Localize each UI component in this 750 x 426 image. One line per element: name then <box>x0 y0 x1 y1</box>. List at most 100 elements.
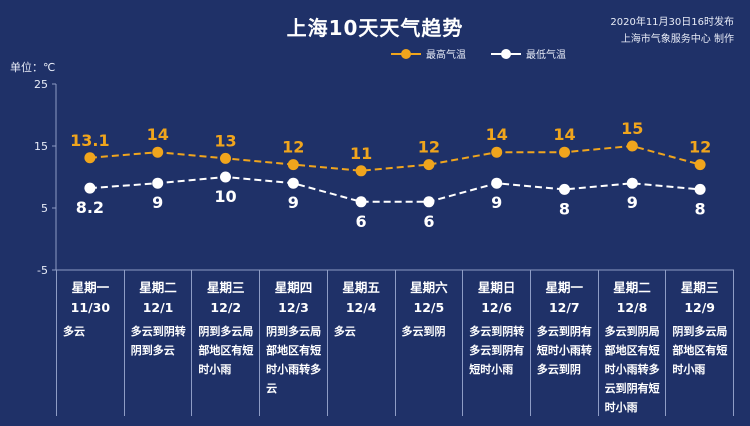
weather-description: 阴到多云局部地区有短时小雨转多云 <box>266 325 322 395</box>
legend-low-label: 最低气温 <box>526 50 566 61</box>
weather-description: 多云到阴局部地区有短时小雨转多云到阴有短时小雨 <box>604 325 660 414</box>
legend-low-marker <box>491 48 521 59</box>
y-tick-label: 15 <box>34 140 48 153</box>
forecast-day-column: 星期四 12/3 阴到多云局部地区有短时小雨转多云 <box>259 270 327 416</box>
high-temp-line <box>89 144 701 172</box>
low-temp-point <box>84 182 96 194</box>
forecast-day-column: 星期五 12/4 多云 <box>326 270 395 416</box>
low-temp-point <box>152 177 164 189</box>
weather-description: 多云到阴转多云到阴有短时小雨 <box>469 325 525 376</box>
date-label: 12/5 <box>413 300 445 315</box>
forecast-day-column: 星期六 12/5 多云到阴 <box>394 270 463 416</box>
high-temp-point <box>355 165 367 177</box>
weekday-label: 星期四 <box>274 280 313 295</box>
high-temp-point <box>559 146 570 158</box>
forecast-day-column: 星期一 11/30 多云 <box>56 270 124 416</box>
weekday-label: 星期五 <box>342 280 380 295</box>
weekday-label: 星期二 <box>139 280 177 295</box>
high-temp-label: 13.1 <box>70 131 109 150</box>
date-label: 12/7 <box>548 300 580 315</box>
forecast-day-column: 星期二 12/8 多云到阴局部地区有短时小雨转多云到阴有短时小雨 <box>597 270 666 416</box>
forecast-day-column: 星期二 12/1 多云到阴转阴到多云 <box>123 270 192 416</box>
low-temp-point <box>694 183 706 195</box>
chart-title: 上海10天天气趋势 <box>286 16 464 40</box>
high-temp-point <box>287 159 299 171</box>
forecast-day-column: 星期一 12/7 多云到阴有短时小雨转多云到阴 <box>529 270 598 416</box>
high-temp-label: 12 <box>418 138 440 157</box>
y-tick-label: 25 <box>34 78 48 91</box>
weekday-label: 星期一 <box>545 280 584 295</box>
y-tick-label: 5 <box>41 202 48 215</box>
publish-info: 2020年11月30日16时发布 上海市气象服务中心 制作 <box>610 14 734 48</box>
unit-label: 单位：℃ <box>10 61 56 74</box>
low-temp-label: 9 <box>152 193 163 212</box>
weekday-label: 星期三 <box>680 280 719 295</box>
forecast-day-column: 星期三 12/9 阴到多云局部地区有短时小雨 <box>665 270 735 416</box>
low-temp-label: 6 <box>423 212 434 231</box>
date-label: 12/1 <box>142 300 174 315</box>
high-temp-label: 14 <box>147 125 169 144</box>
weather-description: 阴到多云局部地区有短时小雨 <box>198 325 254 376</box>
low-temp-label: 10 <box>214 187 236 206</box>
low-temp-point <box>491 177 503 189</box>
date-label: 12/6 <box>481 300 512 315</box>
low-temp-point <box>355 196 367 208</box>
date-label: 12/8 <box>616 300 648 315</box>
high-temp-point <box>491 146 503 158</box>
low-temp-label: 9 <box>288 193 299 212</box>
low-temp-label: 8.2 <box>76 198 104 217</box>
high-temp-label: 11 <box>350 144 372 163</box>
weekday-label: 星期二 <box>613 280 651 295</box>
forecast-day-column: 星期日 12/6 多云到阴转多云到阴有短时小雨 <box>462 270 530 416</box>
weather-description: 多云到阴 <box>401 325 446 338</box>
weather-description: 多云 <box>333 325 356 338</box>
publish-time: 2020年11月30日16时发布 <box>610 17 734 28</box>
date-label: 12/2 <box>210 300 242 315</box>
date-label: 12/4 <box>345 300 377 315</box>
low-temp-point <box>287 177 299 189</box>
legend: 最高气温 最低气温 <box>390 46 582 61</box>
weekday-label: 星期六 <box>410 280 448 295</box>
forecast-columns: 星期一 11/30 多云 星期二 12/1 多云到阴转阴到多云 星期三 12/2 阴到多云局部地… <box>56 270 735 416</box>
weekday-label: 星期一 <box>71 280 110 295</box>
weekday-label: 星期三 <box>207 280 245 295</box>
weather-description: 多云 <box>63 325 85 338</box>
date-label: 12/9 <box>684 300 716 315</box>
low-temp-point <box>423 196 435 208</box>
date-label: 11/30 <box>70 300 111 315</box>
legend-high-marker <box>391 48 421 59</box>
date-label: 12/3 <box>278 300 309 315</box>
high-temp-label: 14 <box>553 125 575 144</box>
high-temp-point <box>626 140 638 152</box>
weekday-label: 星期日 <box>477 280 516 295</box>
low-temp-label: 8 <box>695 199 706 218</box>
legend-high-label: 最高气温 <box>426 50 466 61</box>
high-temp-label: 12 <box>282 138 304 157</box>
high-temp-point <box>694 159 706 171</box>
low-temp-label: 9 <box>491 193 502 212</box>
weather-description: 阴到多云局部地区有短时小雨 <box>672 325 728 376</box>
high-temp-label: 14 <box>486 125 508 144</box>
high-temp-label: 13 <box>214 131 236 150</box>
low-temp-label: 8 <box>559 199 570 218</box>
weather-description: 多云到阴有短时小雨转多云到阴 <box>536 325 592 376</box>
low-temp-line <box>89 175 701 203</box>
low-temp-point <box>559 183 570 195</box>
y-tick-label: -5 <box>37 264 48 277</box>
low-temp-label: 6 <box>356 212 367 231</box>
legend-item-low: 最低气温 <box>490 46 566 61</box>
low-temp-label: 9 <box>627 193 638 212</box>
high-temp-point <box>84 152 96 164</box>
high-temp-label: 12 <box>689 138 711 157</box>
high-temp-point <box>423 159 435 171</box>
high-temp-point <box>220 152 231 164</box>
low-temp-point <box>220 171 231 183</box>
forecast-day-column: 星期三 12/2 阴到多云局部地区有短时小雨 <box>191 270 259 416</box>
high-temp-point <box>152 146 164 158</box>
weather-description: 多云到阴转阴到多云 <box>130 325 186 357</box>
legend-item-high: 最高气温 <box>390 46 466 61</box>
low-temp-point <box>626 177 638 189</box>
high-temp-label: 15 <box>621 119 643 138</box>
publisher: 上海市气象服务中心 制作 <box>620 34 734 45</box>
